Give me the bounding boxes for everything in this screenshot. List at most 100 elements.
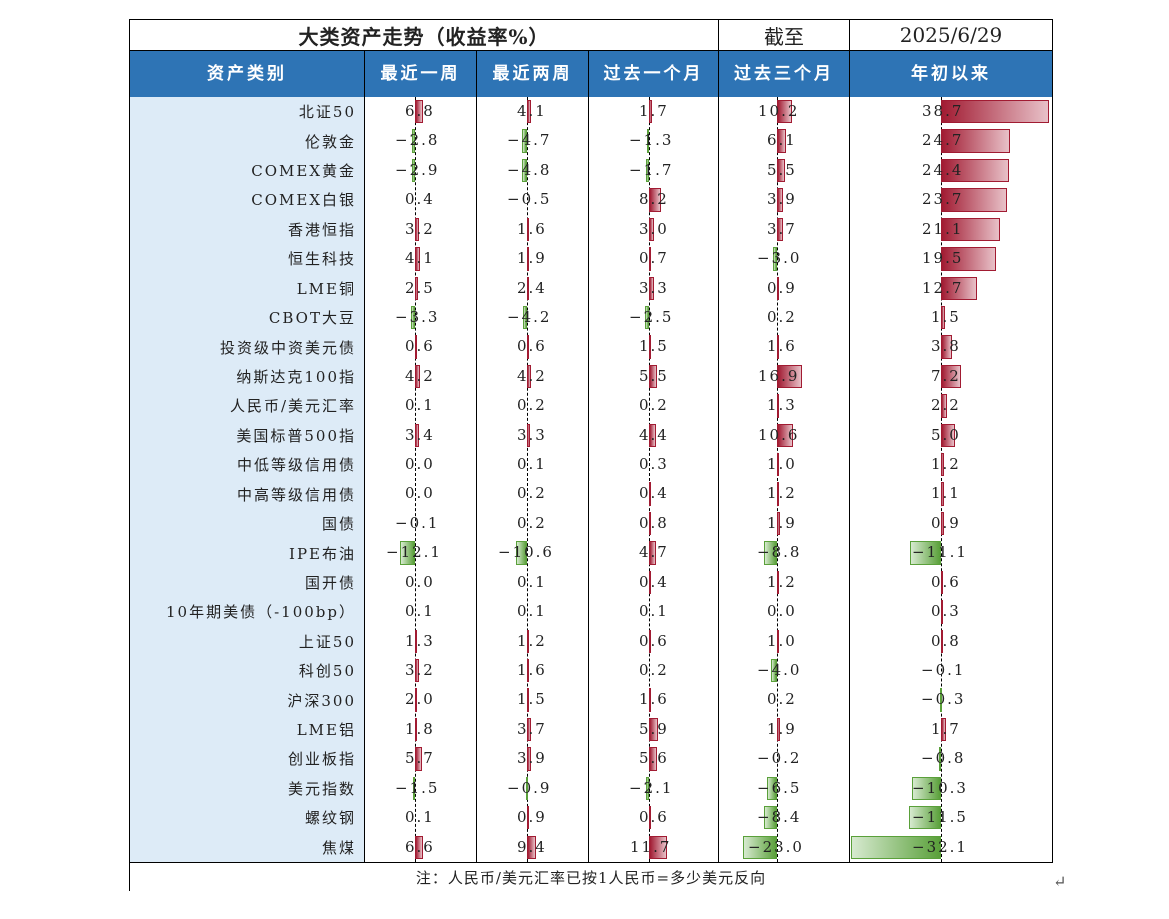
data-bar bbox=[941, 453, 945, 477]
data-label: 1.7 bbox=[639, 102, 669, 120]
data-bar bbox=[527, 217, 529, 242]
data-label: −2.5 bbox=[629, 307, 674, 326]
data-label: −0.8 bbox=[921, 749, 966, 768]
data-bar bbox=[411, 129, 415, 153]
data-label: 3.3 bbox=[517, 425, 547, 444]
data-label: 0.4 bbox=[639, 572, 669, 591]
data-bar bbox=[772, 247, 777, 271]
data-label: 6.8 bbox=[405, 102, 435, 120]
data-label: 0.6 bbox=[639, 808, 669, 827]
data-label: 0.4 bbox=[405, 190, 435, 209]
data-bar bbox=[527, 100, 532, 124]
data-bar bbox=[767, 776, 777, 801]
row-label: 焦煤 bbox=[130, 832, 364, 862]
data-bar bbox=[764, 806, 777, 830]
data-label: 4.4 bbox=[639, 425, 669, 444]
data-label: 8.2 bbox=[639, 190, 669, 209]
data-label: 0.1 bbox=[517, 602, 547, 621]
data-bar bbox=[941, 423, 955, 448]
data-bar bbox=[777, 364, 803, 389]
data-bar bbox=[649, 806, 651, 830]
data-bar bbox=[649, 100, 652, 124]
data-label: 0.8 bbox=[639, 513, 669, 532]
data-bar bbox=[516, 541, 527, 565]
data-label: −0.3 bbox=[921, 690, 966, 709]
data-label: −3.3 bbox=[395, 307, 440, 326]
row-label: 创业板指 bbox=[130, 744, 364, 774]
data-label: 0.1 bbox=[405, 602, 435, 621]
header-1w: 最近一周 bbox=[365, 51, 476, 97]
data-label: 0.4 bbox=[639, 484, 669, 503]
data-label: 10.6 bbox=[758, 425, 800, 444]
data-label: 3.2 bbox=[405, 660, 435, 679]
data-label: 0.2 bbox=[767, 690, 797, 709]
data-bar bbox=[777, 129, 787, 153]
data-label: 1.2 bbox=[931, 455, 961, 474]
data-bar bbox=[941, 600, 943, 624]
data-bar bbox=[522, 158, 527, 183]
data-bar bbox=[411, 305, 415, 330]
grid-right bbox=[1052, 19, 1053, 863]
data-label: 1.0 bbox=[767, 631, 797, 650]
data-bar bbox=[940, 688, 943, 712]
data-label: −1.7 bbox=[629, 160, 674, 179]
grid-top bbox=[129, 19, 1053, 20]
data-bar bbox=[647, 129, 650, 153]
data-label: 1.9 bbox=[767, 513, 797, 532]
data-label: −8.4 bbox=[757, 808, 802, 827]
data-bar bbox=[763, 541, 777, 565]
data-label: 0.0 bbox=[405, 455, 435, 474]
data-label: 0.0 bbox=[405, 572, 435, 591]
row-label: 香港恒指 bbox=[130, 214, 364, 245]
data-label: 24.4 bbox=[922, 160, 964, 179]
data-label: 0.1 bbox=[405, 396, 435, 415]
data-label: 23.7 bbox=[922, 190, 964, 209]
row-label: 美元指数 bbox=[130, 773, 364, 804]
row-label: COMEX黄金 bbox=[130, 155, 364, 186]
data-label: 1.9 bbox=[767, 719, 797, 738]
data-bar bbox=[649, 717, 658, 742]
data-label: 24.7 bbox=[922, 131, 964, 150]
data-label: 4.7 bbox=[639, 543, 669, 562]
data-bar bbox=[777, 629, 779, 653]
data-bar bbox=[649, 364, 658, 389]
data-label: 0.6 bbox=[639, 631, 669, 650]
data-label: −4.8 bbox=[507, 160, 552, 179]
data-label: 0.0 bbox=[405, 484, 435, 503]
header-2w: 最近两周 bbox=[477, 51, 588, 97]
data-label: 5.5 bbox=[639, 366, 669, 385]
data-label: 1.9 bbox=[517, 249, 547, 268]
data-label: 4.1 bbox=[405, 249, 435, 268]
data-bar bbox=[413, 776, 416, 801]
data-bar bbox=[777, 482, 779, 506]
data-bar bbox=[742, 835, 777, 859]
data-label: −11.1 bbox=[912, 543, 968, 562]
data-label: 21.1 bbox=[922, 219, 964, 238]
data-label: −10.6 bbox=[498, 543, 554, 562]
row-label: COMEX白银 bbox=[130, 185, 364, 215]
data-label: 3.7 bbox=[517, 719, 547, 738]
data-bar bbox=[777, 217, 783, 242]
data-label: 5.7 bbox=[405, 749, 435, 768]
data-bar bbox=[415, 747, 422, 771]
row-label: 伦敦金 bbox=[130, 126, 364, 156]
data-bar bbox=[941, 100, 1050, 124]
zero-axis-col1 bbox=[415, 97, 416, 862]
zero-axis-col5 bbox=[941, 97, 942, 862]
data-label: 11.7 bbox=[630, 837, 672, 856]
data-bar bbox=[415, 688, 418, 712]
data-bar bbox=[777, 158, 786, 183]
data-label: 1.5 bbox=[517, 690, 547, 709]
row-label: 国开债 bbox=[130, 567, 364, 598]
data-bar bbox=[649, 482, 651, 506]
data-bar bbox=[941, 129, 1011, 153]
row-label: 上证50 bbox=[130, 626, 364, 656]
data-label: 0.7 bbox=[639, 249, 669, 268]
data-label: 1.3 bbox=[767, 396, 797, 415]
data-label: 0.6 bbox=[931, 572, 961, 591]
header-3m: 过去三个月 bbox=[719, 51, 849, 97]
data-label: −0.1 bbox=[395, 513, 440, 532]
data-label: 3.7 bbox=[767, 219, 797, 238]
data-bar bbox=[527, 747, 531, 771]
